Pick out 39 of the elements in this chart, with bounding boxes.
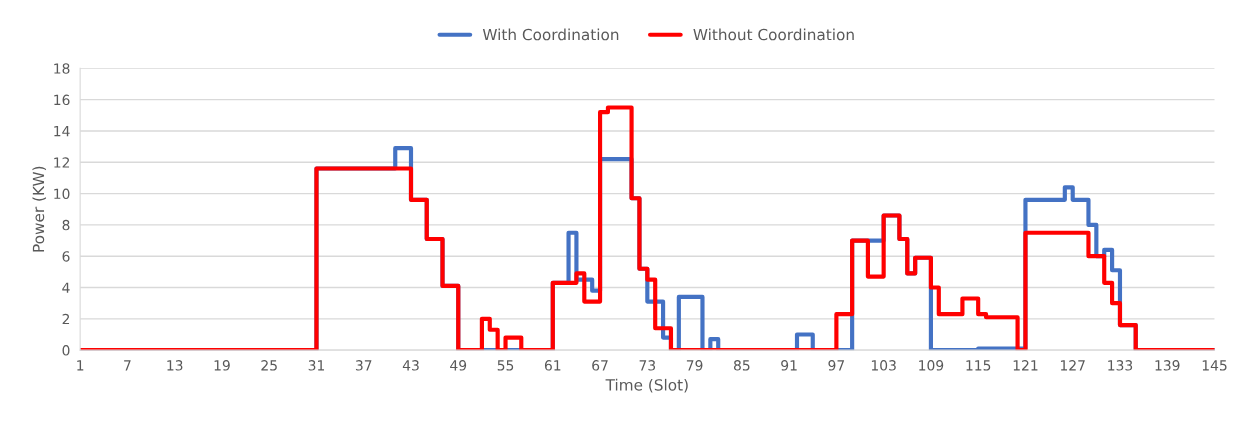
x-tick-label: 61 [544, 360, 561, 371]
x-tick-label: 55 [497, 360, 514, 371]
x-tick-label: 103 [871, 360, 896, 371]
legend-label: Without Coordination [693, 28, 854, 41]
x-tick-label: 85 [733, 360, 750, 371]
y-tick-label: 10 [54, 188, 70, 200]
y-tick-label: 12 [54, 157, 70, 168]
legend-label: With Coordination [482, 28, 619, 41]
y-tick-label: 0 [62, 345, 70, 356]
x-tick-label: 73 [639, 360, 656, 371]
y-tick-label: 6 [62, 251, 70, 262]
x-tick-label: 37 [355, 360, 372, 371]
x-tick-label: 1 [77, 360, 84, 371]
x-tick-label: 139 [1155, 360, 1180, 371]
x-tick-label: 91 [781, 360, 797, 371]
x-tick-label: 127 [1060, 360, 1085, 371]
x-tick-label: 115 [966, 360, 991, 371]
x-tick-label: 49 [450, 360, 467, 371]
x-tick-label: 7 [124, 360, 131, 371]
y-tick-label: 2 [62, 313, 70, 325]
y-tick-label: 4 [62, 282, 70, 293]
x-tick-label: 13 [167, 360, 183, 371]
y-tick-label: 8 [62, 219, 70, 231]
x-tick-label: 25 [261, 360, 277, 371]
x-tick-label: 121 [1013, 360, 1038, 371]
x-tick-label: 79 [686, 360, 703, 371]
x-tick-label: 133 [1108, 360, 1133, 371]
x-tick-label: 67 [592, 360, 608, 371]
x-tick-label: 97 [828, 360, 845, 371]
x-tick-label: 145 [1202, 360, 1227, 371]
y-axis-title: Power (KW) [32, 166, 47, 252]
y-tick-label: 18 [54, 63, 70, 74]
x-axis-title: Time (Slot) [605, 378, 688, 393]
x-tick-label: 19 [214, 360, 230, 371]
y-tick-label: 16 [54, 94, 70, 106]
y-tick-label: 14 [54, 126, 70, 137]
x-tick-label: 31 [308, 360, 325, 371]
x-tick-label: 109 [919, 360, 944, 371]
x-tick-label: 43 [402, 360, 419, 371]
